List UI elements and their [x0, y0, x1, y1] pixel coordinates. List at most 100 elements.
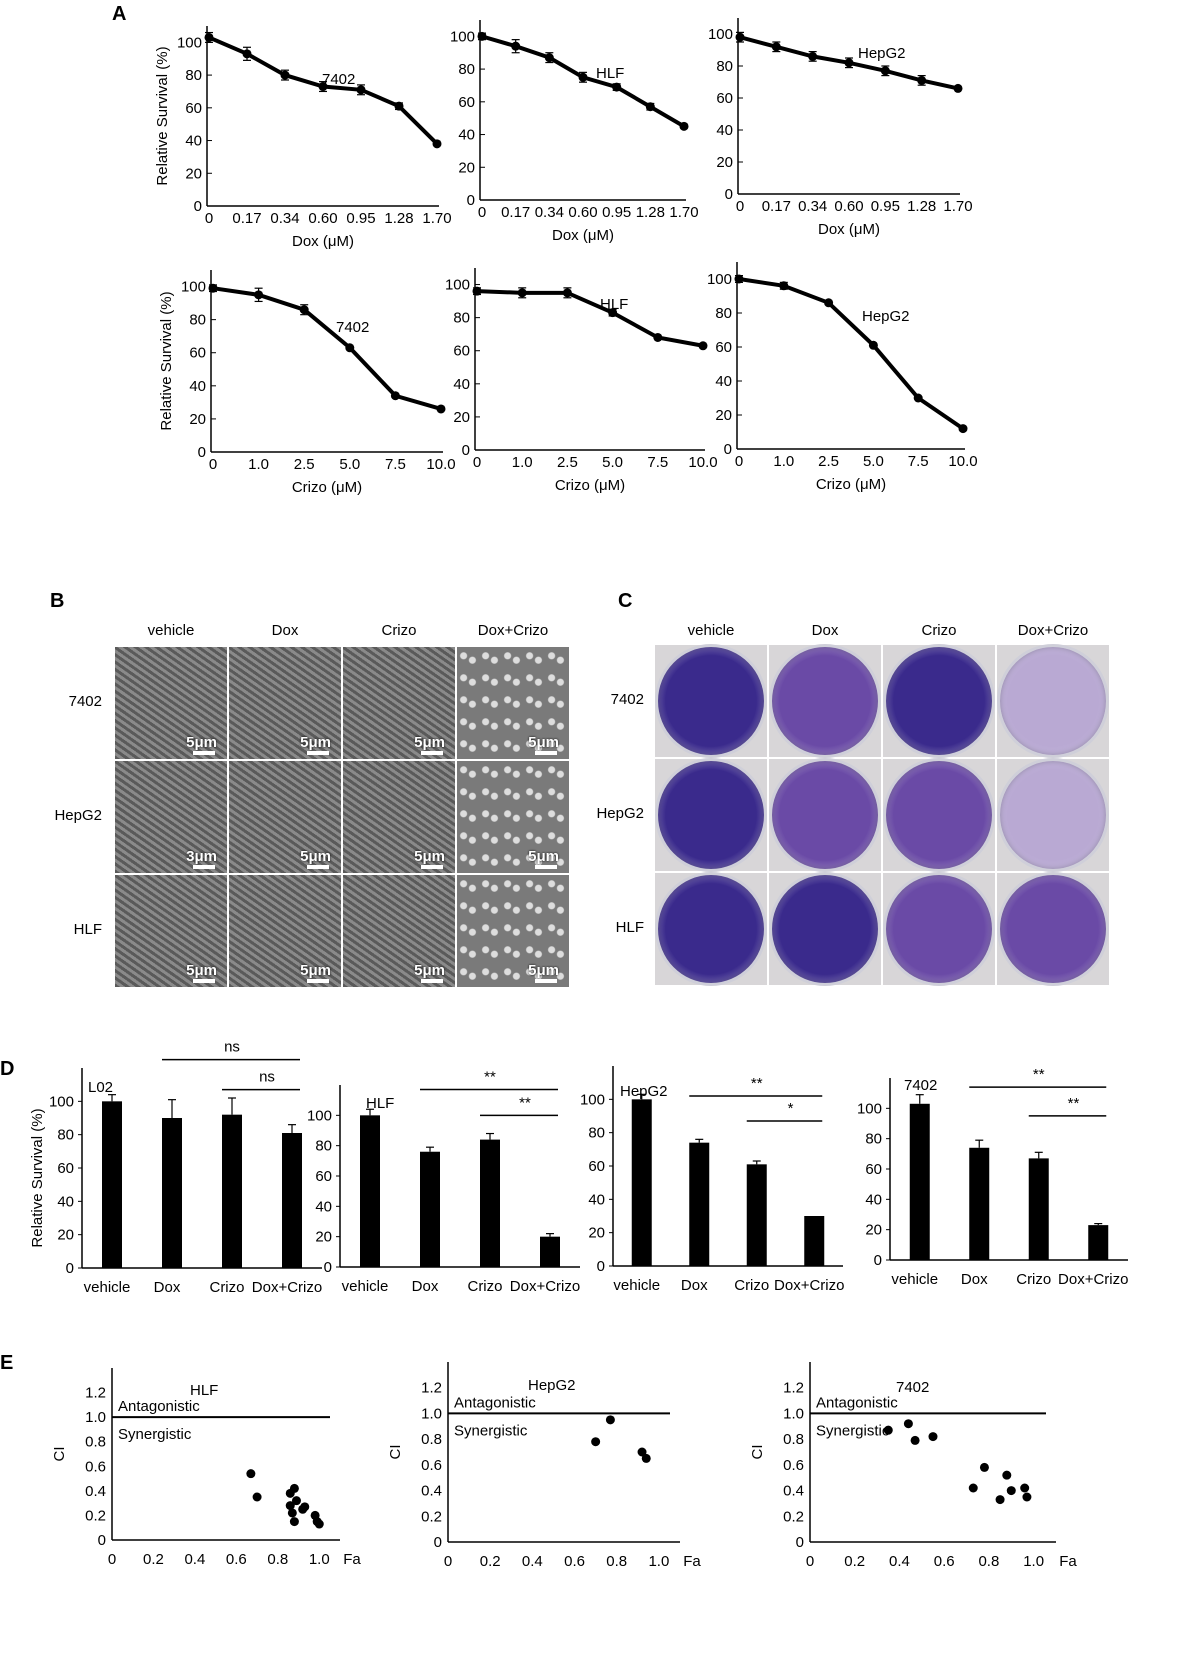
bar-chart-d4-bar [1028, 1158, 1049, 1260]
bar-chart-d4-y-tick-label: 100 [857, 1100, 882, 1117]
bar-chart-d1-bar [282, 1133, 302, 1268]
scatter-chart-e2-synergistic-label: Synergistic [454, 1422, 528, 1439]
bar-chart-d4-y-tick-label: 20 [865, 1222, 882, 1239]
scatter-chart-e2-y-tick-label: 0 [434, 1534, 442, 1551]
bar-chart-d2-category-label: vehicle [342, 1278, 389, 1295]
scatter-chart-e3-x-axis-label: Fa [1059, 1553, 1077, 1570]
bar-chart-d4-category-label: Dox [961, 1271, 988, 1288]
scale-bar [307, 979, 329, 983]
well-circle [769, 872, 881, 986]
scale-bar [193, 751, 215, 755]
bar-chart-d3-category-label: Dox+Crizo [774, 1277, 844, 1294]
bar-chart-d4-category-label: vehicle [891, 1271, 938, 1288]
scatter-chart-e1-y-tick-label: 0.6 [85, 1458, 106, 1475]
scatter-chart-e2-x-tick-label: 0.2 [480, 1553, 501, 1570]
colony-stain-well [768, 644, 882, 758]
bar-chart-d4-significance-label: ** [1033, 1066, 1045, 1083]
scale-bar [421, 751, 443, 755]
bar-chart-d2-bar [480, 1139, 500, 1267]
bar-chart-d3-bar [804, 1216, 825, 1266]
bar-chart-d1-category-label: Dox+Crizo [252, 1279, 322, 1296]
scatter-chart-e3-synergistic-label: Synergistic [816, 1422, 890, 1439]
line-chart-a6-x-tick-label: 0 [735, 453, 743, 470]
line-chart-a2-x-tick-label: 0.95 [602, 204, 631, 221]
line-chart-a5-x-axis-label: Crizo (μM) [555, 477, 625, 494]
bar-chart-d3-bar [746, 1164, 767, 1266]
bar-chart-d4-cell-line-label: 7402 [904, 1077, 937, 1094]
bar-chart-d1-bar [162, 1118, 182, 1268]
scatter-chart-e2-y-tick-label: 0.2 [421, 1508, 442, 1525]
bar-chart-d1-y-axis-label: Relative Survival (%) [29, 1108, 46, 1247]
line-chart-a1-point [356, 85, 366, 95]
scatter-chart-e3-y-tick-label: 0.2 [783, 1508, 804, 1525]
scatter-chart-e1-y-tick-label: 0.2 [85, 1507, 106, 1524]
line-chart-a6-y-tick-label: 80 [715, 305, 732, 322]
line-chart-a4-y-axis-label: Relative Survival (%) [158, 291, 175, 430]
colony-stain-well [882, 758, 996, 872]
line-chart-a2-x-tick-label: 0.60 [568, 204, 597, 221]
scale-bar [535, 865, 557, 869]
scatter-chart-e1-y-tick-label: 0.4 [85, 1483, 106, 1500]
line-chart-a1-x-tick-label: 0.34 [270, 210, 299, 227]
bar-chart-d2-y-tick-label: 20 [315, 1229, 332, 1246]
micrograph-column-header: Crizo [381, 622, 417, 639]
panel-letter-a: A [112, 3, 127, 25]
colony-stain-well [996, 872, 1110, 986]
micrograph-image: 5μm [114, 646, 228, 760]
scatter-chart-e3-y-tick-label: 0 [796, 1534, 804, 1551]
colony-stain-well [654, 644, 768, 758]
line-chart-a1-point [432, 139, 442, 149]
line-chart-a2-point [544, 53, 554, 63]
line-chart-a5-x-tick-label: 7.5 [647, 454, 668, 471]
colony-stain-well [882, 872, 996, 986]
line-chart-a4-y-tick-label: 20 [189, 411, 206, 428]
line-chart-a3-point [917, 75, 927, 85]
line-chart-a3-x-tick-label: 0.95 [871, 198, 900, 215]
line-chart-a2-point [679, 121, 689, 131]
line-chart-a6-x-tick-label: 5.0 [863, 453, 884, 470]
scatter-chart-e3-y-tick-label: 0.8 [783, 1431, 804, 1448]
scatter-chart-e3-x-tick-label: 1.0 [1023, 1553, 1044, 1570]
line-chart-a6-point [958, 424, 968, 434]
scale-bar-label: 5μm [528, 962, 559, 979]
line-chart-a3-x-axis-label: Dox (μM) [818, 221, 880, 238]
stain-column-header: Dox [811, 622, 839, 639]
line-chart-a1-y-axis-label: Relative Survival (%) [154, 46, 171, 185]
line-chart-a2-point [645, 102, 655, 112]
well-circle [883, 872, 995, 986]
scale-bar [193, 979, 215, 983]
line-chart-a4-x-tick-label: 5.0 [339, 456, 360, 473]
scatter-chart-e3-point [1020, 1483, 1030, 1493]
line-chart-a1-x-tick-label: 0.17 [232, 210, 261, 227]
scatter-chart-e3-point [1022, 1492, 1032, 1502]
bar-chart-d3-y-tick-label: 60 [588, 1158, 605, 1175]
scale-bar [421, 865, 443, 869]
line-chart-a3-x-tick-label: 0.34 [798, 198, 827, 215]
bar-chart-d2-bar [420, 1151, 440, 1267]
line-chart-a4-series-line [212, 286, 442, 411]
line-chart-a2-point [477, 31, 487, 41]
scatter-chart-e1-antagonistic-label: Antagonistic [118, 1398, 200, 1415]
bar-chart-d4-bar [1088, 1225, 1109, 1260]
micrograph-row-label: 7402 [68, 693, 102, 710]
micrograph-image: 3μm [114, 760, 228, 874]
line-chart-a4-point [390, 391, 400, 401]
line-chart-a6-y-tick-label: 20 [715, 407, 732, 424]
line-chart-a3-point [844, 58, 854, 68]
bar-chart-d3-y-tick-label: 20 [588, 1225, 605, 1242]
line-chart-a1-y-tick-label: 20 [185, 165, 202, 182]
bar-chart-d1-y-tick-label: 80 [57, 1127, 74, 1144]
line-chart-a3-x-tick-label: 1.70 [943, 198, 972, 215]
well-circle [997, 758, 1109, 872]
well-circle [883, 644, 995, 758]
scatter-chart-e1-x-axis-label: Fa [343, 1551, 361, 1568]
bar-chart-d1-cell-line-label: L02 [88, 1079, 113, 1096]
line-chart-a5-x-tick-label: 10.0 [688, 454, 717, 471]
scale-bar-label: 5μm [528, 848, 559, 865]
scatter-chart-e2-cell-line-label: HepG2 [528, 1377, 576, 1394]
line-chart-a5-point [517, 288, 527, 298]
well-circle [769, 758, 881, 872]
line-chart-a3-point [735, 32, 745, 42]
line-chart-a6-x-axis-label: Crizo (μM) [816, 476, 886, 493]
line-chart-a2-x-tick-label: 1.28 [636, 204, 665, 221]
